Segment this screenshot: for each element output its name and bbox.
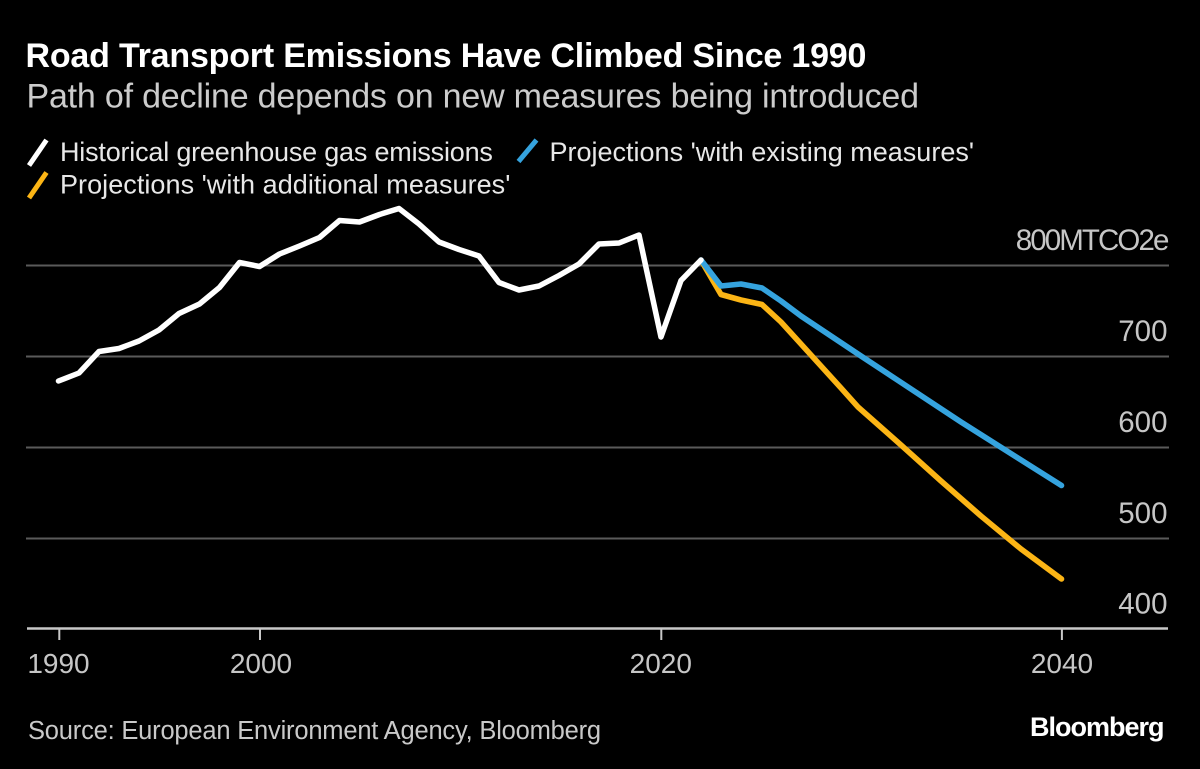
svg-text:1990: 1990 — [27, 648, 89, 679]
svg-text:2040: 2040 — [1031, 648, 1093, 679]
svg-text:600: 600 — [1118, 406, 1167, 439]
svg-text:Bloomberg: Bloomberg — [1030, 712, 1164, 742]
svg-text:Path of decline depends on new: Path of decline depends on new measures … — [27, 78, 919, 116]
svg-text:400: 400 — [1118, 588, 1167, 621]
svg-text:Road Transport Emissions Have: Road Transport Emissions Have Climbed Si… — [26, 37, 867, 75]
svg-text:700: 700 — [1118, 315, 1167, 348]
svg-text:2020: 2020 — [630, 648, 692, 679]
svg-text:800MTCO2e: 800MTCO2e — [1016, 224, 1169, 257]
svg-text:Projections 'with additional m: Projections 'with additional measures' — [60, 170, 510, 200]
svg-text:500: 500 — [1118, 497, 1167, 530]
svg-text:Historical greenhouse gas emis: Historical greenhouse gas emissions — [60, 137, 493, 167]
svg-text:2000: 2000 — [230, 648, 292, 679]
svg-text:Projections 'with existing mea: Projections 'with existing measures' — [550, 137, 975, 167]
svg-text:Source: European Environment A: Source: European Environment Agency, Blo… — [28, 717, 601, 745]
